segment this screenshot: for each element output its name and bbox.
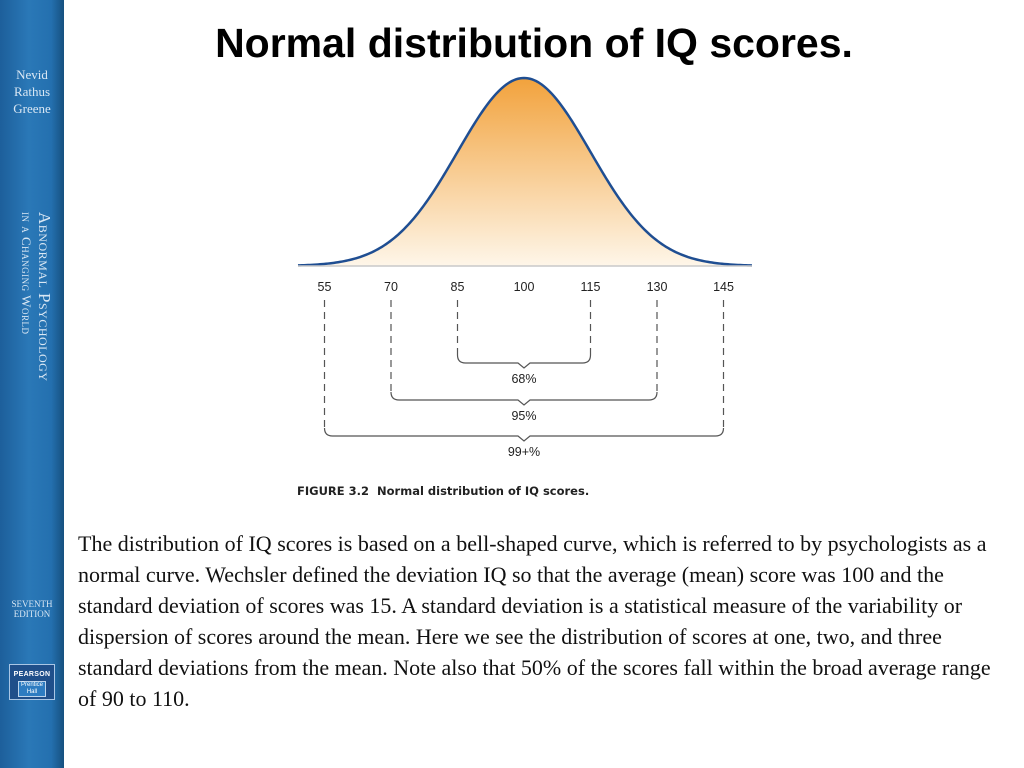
range-bracket: [323, 427, 725, 442]
spine-title-line2: in a Changing World: [19, 212, 34, 335]
figure-caption: FIGURE 3.2 Normal distribution of IQ sco…: [297, 484, 597, 499]
score-tick-label: 85: [451, 280, 465, 294]
bell-curve-line: [297, 76, 753, 267]
score-tick-label: 70: [384, 280, 398, 294]
spine-title-line1: Abnormal Psychology: [35, 212, 54, 382]
figure-caption-label: FIGURE 3.2: [297, 484, 369, 498]
book-spine-sidebar: Nevid Rathus Greene Abnormal Psychology …: [0, 0, 64, 768]
publisher-logo-imprint: Prentice Hall: [18, 681, 46, 697]
range-percent-label: 95%: [511, 409, 536, 423]
slide-title: Normal distribution of IQ scores.: [215, 20, 853, 66]
score-tick-label: 115: [581, 280, 601, 294]
score-tick-label: 145: [713, 280, 734, 294]
spine-edition-line: EDITION: [13, 609, 51, 619]
figure-caption-text: Normal distribution of IQ scores.: [377, 484, 590, 498]
score-tick-label: 100: [514, 280, 535, 294]
publisher-logo-name: PEARSON: [13, 671, 51, 678]
bell-curve-fill: [298, 78, 752, 266]
spine-author: Nevid: [16, 67, 48, 82]
score-tick-label: 130: [647, 280, 668, 294]
score-tick-label: 55: [318, 280, 332, 294]
range-percent-label: 68%: [511, 372, 536, 386]
spine-book-title: Abnormal Psychology in a Changing World: [17, 212, 57, 512]
range-bracket: [390, 391, 658, 406]
spine-author: Greene: [13, 101, 51, 116]
range-bracket: [456, 354, 592, 369]
spine-author: Rathus: [13, 84, 51, 99]
range-percent-label: 99+%: [508, 445, 540, 459]
body-paragraph: The distribution of IQ scores is based o…: [78, 531, 991, 711]
spine-edition-line: SEVENTH: [11, 599, 53, 609]
publisher-logo: PEARSON Prentice Hall: [9, 664, 55, 700]
spine-authors: Nevid Rathus Greene: [0, 66, 64, 117]
spine-edition: SEVENTH EDITION: [0, 599, 64, 619]
normal-distribution-figure: 55 70 85 100 115 130 145 68% 95% 99+%: [297, 76, 753, 459]
